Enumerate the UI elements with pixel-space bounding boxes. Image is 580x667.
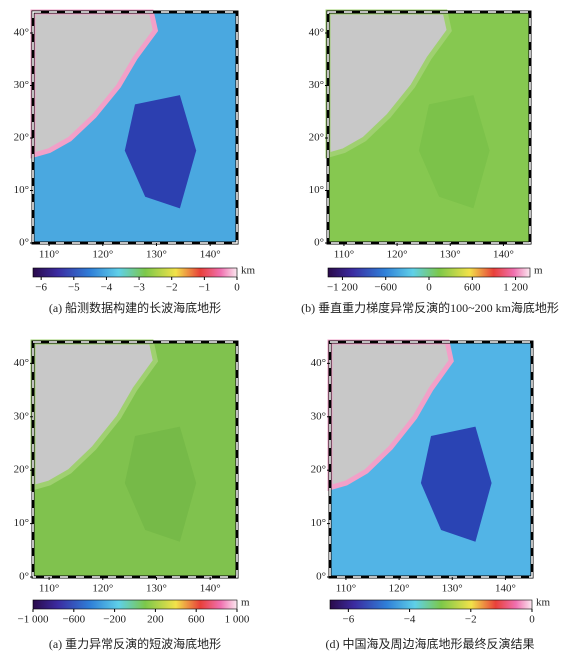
x-tick-label: 140° [200, 583, 221, 595]
map-basin [418, 95, 490, 209]
map-land [30, 339, 159, 492]
caption: (a) 重力异常反演的短波海底地形 [49, 636, 221, 651]
map-frame-dash [32, 11, 238, 244]
colorbar-tick-label: −2 [166, 282, 178, 294]
colorbar-unit: km [241, 265, 256, 277]
y-tick-label: 20° [311, 464, 326, 476]
x-tick-label: 120° [387, 249, 408, 261]
x-tick-label: 130° [440, 249, 461, 261]
map-frame-dash [329, 341, 533, 578]
colorbar-tick-label: 600 [188, 614, 205, 626]
colorbar-tick-label: −1 [199, 282, 211, 294]
colorbar-tick-label: −5 [68, 282, 80, 294]
colorbar-tick-label: −6 [35, 282, 47, 294]
colorbar-tick-label: −6 [343, 614, 355, 626]
y-tick-label: 40° [14, 27, 29, 39]
x-tick-label: 130° [146, 249, 167, 261]
colorbar-tick-label: −600 [374, 282, 397, 294]
colorbar [32, 267, 238, 278]
x-tick-label: 110° [336, 583, 357, 595]
x-tick-label: 120° [92, 583, 113, 595]
colorbar [329, 599, 533, 610]
colorbar-unit: m [241, 597, 250, 609]
y-tick-label: 0° [19, 237, 29, 249]
colorbar-tick-label: −2 [465, 614, 477, 626]
colorbar [32, 599, 238, 610]
colorbar-tick-label: −4 [404, 614, 416, 626]
y-tick-label: 20° [309, 132, 324, 144]
colorbar-tick-label: 200 [147, 614, 164, 626]
y-tick-label: 30° [14, 79, 29, 91]
y-tick-label: 10° [14, 517, 29, 529]
map-basin [124, 95, 197, 209]
map-land [327, 339, 454, 492]
map-land [30, 9, 159, 159]
x-tick-label: 130° [146, 583, 167, 595]
x-tick-label: 110° [334, 249, 355, 261]
y-tick-label: 40° [14, 357, 29, 369]
caption: (b) 垂直重力梯度异常反演的100~200 km海底地形 [301, 300, 559, 315]
map-basin [420, 426, 492, 542]
x-tick-label: 110° [39, 249, 60, 261]
caption: (a) 船测数据构建的长波海底地形 [49, 300, 221, 315]
colorbar-tick-label: −4 [101, 282, 113, 294]
x-tick-label: 140° [200, 249, 221, 261]
y-tick-label: 0° [19, 571, 29, 583]
y-tick-label: 10° [311, 517, 326, 529]
x-tick-label: 110° [39, 583, 60, 595]
colorbar-tick-label: −3 [133, 282, 145, 294]
colorbar-tick-label: −1 000 [18, 614, 49, 626]
x-tick-label: 120° [389, 583, 410, 595]
map-land [325, 9, 452, 159]
map-frame-dash [32, 341, 238, 578]
y-tick-label: 30° [14, 410, 29, 422]
y-tick-label: 10° [309, 184, 324, 196]
y-tick-label: 20° [14, 464, 29, 476]
y-tick-label: 0° [316, 571, 326, 583]
x-tick-label: 140° [495, 583, 516, 595]
colorbar-unit: m [534, 265, 543, 277]
colorbar-tick-label: 1 200 [503, 282, 528, 294]
colorbar-tick-label: −1 200 [327, 282, 358, 294]
caption: (d) 中国海及周边海底地形最终反演结果 [326, 636, 535, 651]
x-tick-label: 120° [92, 249, 113, 261]
map-frame-dash [327, 11, 531, 244]
y-tick-label: 30° [309, 79, 324, 91]
y-tick-label: 10° [14, 184, 29, 196]
y-tick-label: 20° [14, 132, 29, 144]
x-tick-label: 140° [493, 249, 514, 261]
map-basin [124, 426, 197, 542]
colorbar [327, 267, 531, 278]
y-tick-label: 40° [309, 27, 324, 39]
colorbar-tick-label: −200 [103, 614, 126, 626]
colorbar-tick-label: 0 [529, 614, 535, 626]
x-tick-label: 130° [442, 583, 463, 595]
y-tick-label: 30° [311, 410, 326, 422]
colorbar-tick-label: −600 [62, 614, 85, 626]
y-tick-label: 0° [314, 237, 324, 249]
colorbar-unit: km [536, 597, 551, 609]
colorbar-tick-label: 600 [464, 282, 481, 294]
colorbar-tick-label: 0 [234, 282, 240, 294]
y-tick-label: 40° [311, 357, 326, 369]
colorbar-tick-label: 1 000 [225, 614, 250, 626]
colorbar-tick-label: 0 [426, 282, 432, 294]
